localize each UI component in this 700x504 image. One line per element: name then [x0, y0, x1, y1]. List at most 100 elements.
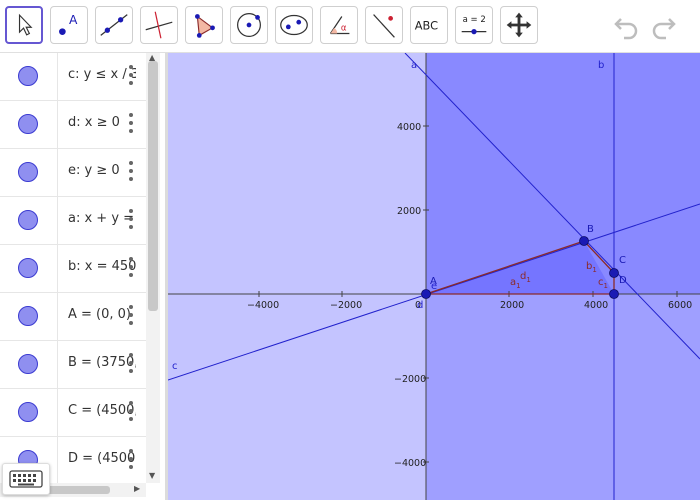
point-c[interactable]	[609, 268, 619, 278]
reflect-about-line-icon	[373, 14, 395, 38]
angle-icon: α	[329, 16, 350, 35]
algebra-row-text[interactable]: e: y ≥ 0	[68, 163, 120, 178]
point-c-label: C	[619, 255, 626, 266]
algebra-row[interactable]: C = (4500, 500)	[0, 389, 146, 437]
algebra-row[interactable]: d: x ≥ 0	[0, 101, 146, 149]
algebra-row-text[interactable]: c: y ≤ x / 3	[68, 67, 136, 82]
origin-label: 0	[415, 300, 421, 311]
visibility-toggle[interactable]	[18, 114, 38, 134]
y-tick-label: −4000	[394, 458, 426, 469]
scrollbar-thumb[interactable]	[148, 61, 158, 311]
polygon-icon	[195, 14, 215, 38]
circle-tool-button[interactable]	[230, 6, 268, 44]
graphics-canvas[interactable]: −4000 −2000 2000 4000 6000 4000 2000 −20…	[168, 53, 700, 500]
angle-tool-button[interactable]: α	[320, 6, 358, 44]
algebra-row-text[interactable]: A = (0, 0)	[68, 307, 132, 322]
algebra-row-text[interactable]: C = (4500, 500)	[68, 403, 136, 418]
slider-icon: a = 2	[461, 15, 487, 35]
text-tool-button[interactable]: ABC	[410, 6, 448, 44]
visibility-toggle[interactable]	[18, 354, 38, 374]
algebra-row[interactable]: c: y ≤ x / 3	[0, 53, 146, 101]
more-menu-icon[interactable]	[126, 351, 136, 375]
line-b-label: b	[598, 60, 604, 71]
point-a-label: A	[430, 276, 437, 287]
feasible-region	[426, 241, 614, 294]
angle-tool-label: α	[341, 24, 347, 34]
algebra-row-text[interactable]: d: x ≥ 0	[68, 115, 120, 130]
algebra-row-text[interactable]: a: x + y = 5000	[68, 211, 136, 226]
perpendicular-line-tool-button[interactable]	[140, 6, 178, 44]
algebra-row-text[interactable]: b: x = 4500	[68, 259, 136, 274]
y-tick-label: 2000	[397, 206, 421, 217]
visibility-toggle[interactable]	[18, 258, 38, 278]
x-tick-label: −4000	[247, 300, 279, 311]
point-icon: A	[59, 13, 78, 35]
slider-tool-label: a = 2	[463, 15, 486, 25]
line-a-label: a	[411, 60, 417, 71]
polygon-tool-button[interactable]	[185, 6, 223, 44]
view-divider[interactable]	[165, 53, 168, 500]
segment-a1[interactable]	[425, 240, 585, 295]
region-d	[426, 53, 700, 500]
more-menu-icon[interactable]	[126, 159, 136, 183]
text-tool-label: ABC	[415, 19, 438, 33]
algebra-row[interactable]: e: y ≥ 0	[0, 149, 146, 197]
point-b[interactable]	[579, 236, 589, 246]
visibility-toggle[interactable]	[18, 162, 38, 182]
more-menu-icon[interactable]	[126, 111, 136, 135]
region-e	[426, 53, 700, 294]
ellipse-tool-button[interactable]	[275, 6, 313, 44]
line-c-label: c	[172, 361, 178, 372]
reflect-tool-button[interactable]	[365, 6, 403, 44]
keyboard-button[interactable]	[2, 463, 50, 495]
algebra-row[interactable]: a: x + y = 5000	[0, 197, 146, 245]
visibility-toggle[interactable]	[18, 402, 38, 422]
redo-icon	[652, 18, 676, 40]
visibility-toggle[interactable]	[18, 306, 38, 326]
segment-c1-label: c1	[598, 277, 608, 290]
slider-tool-button[interactable]: a = 2	[455, 6, 493, 44]
region-c	[168, 204, 700, 500]
move-tool-button[interactable]	[5, 6, 43, 44]
line-a[interactable]	[404, 53, 700, 360]
redo-button[interactable]	[650, 12, 678, 40]
more-menu-icon[interactable]	[126, 63, 136, 87]
point-a[interactable]	[421, 289, 431, 299]
algebra-row-text[interactable]: B = (3750, 1250)	[68, 355, 136, 370]
segment-b1-label: b1	[586, 261, 597, 274]
move-arrows-icon	[506, 12, 532, 38]
segment-b1[interactable]	[583, 240, 615, 274]
scroll-up-icon[interactable]: ▲	[149, 53, 156, 62]
point-d[interactable]	[609, 289, 619, 299]
y-tick-label: 4000	[397, 122, 421, 133]
segment-a1-label: a1	[510, 277, 521, 290]
circle-with-center-icon	[237, 13, 261, 37]
more-menu-icon[interactable]	[126, 255, 136, 279]
keyboard-icon	[9, 470, 43, 488]
scroll-down-icon[interactable]: ▼	[149, 471, 156, 480]
line-tool-button[interactable]	[95, 6, 133, 44]
region-e-label: e	[431, 281, 437, 292]
more-menu-icon[interactable]	[126, 303, 136, 327]
algebra-row[interactable]: B = (3750, 1250)	[0, 341, 146, 389]
algebra-row-text[interactable]: D = (4500, 0)	[68, 451, 136, 466]
more-menu-icon[interactable]	[126, 399, 136, 423]
algebra-row[interactable]: A = (0, 0)	[0, 293, 146, 341]
more-menu-icon[interactable]	[126, 447, 136, 471]
x-tick-label: 2000	[500, 300, 524, 311]
algebra-row[interactable]: b: x = 4500	[0, 245, 146, 293]
text-icon: ABC	[415, 19, 438, 33]
visibility-toggle[interactable]	[18, 210, 38, 230]
visibility-toggle[interactable]	[18, 66, 38, 86]
more-menu-icon[interactable]	[126, 207, 136, 231]
move-graphics-view-tool-button[interactable]	[500, 6, 538, 44]
undo-button[interactable]	[612, 12, 640, 40]
x-tick-label: 4000	[584, 300, 608, 311]
scrollbar-thumb[interactable]	[10, 486, 110, 494]
segment-d1-label: d1	[520, 271, 531, 284]
algebra-view: c: y ≤ x / 3 d: x ≥ 0 e: y ≥ 0 a: x + y …	[0, 53, 146, 500]
point-tool-button[interactable]: A	[50, 6, 88, 44]
scroll-right-icon[interactable]: ▶	[134, 484, 141, 493]
graphics-view[interactable]: −4000 −2000 2000 4000 6000 4000 2000 −20…	[168, 53, 700, 500]
algebra-vertical-scrollbar[interactable]: ▲ ▼	[146, 53, 160, 483]
